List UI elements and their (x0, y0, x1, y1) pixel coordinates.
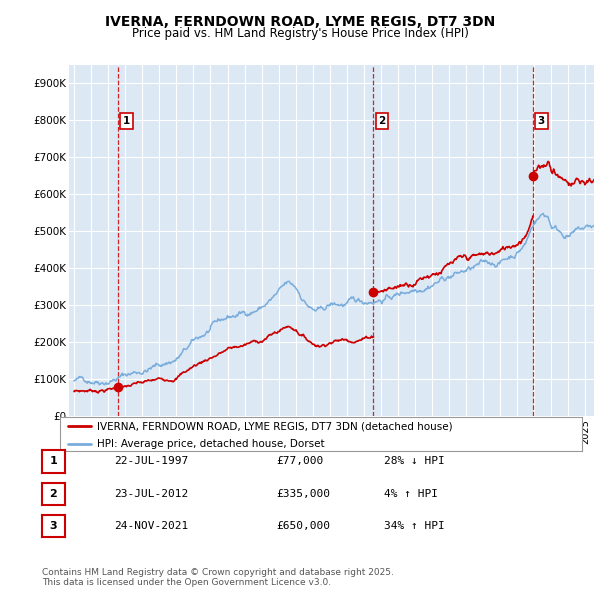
Text: 1: 1 (122, 116, 130, 126)
Text: 4% ↑ HPI: 4% ↑ HPI (384, 489, 438, 499)
Text: £77,000: £77,000 (276, 457, 323, 466)
Text: 2: 2 (50, 489, 57, 499)
Text: Price paid vs. HM Land Registry's House Price Index (HPI): Price paid vs. HM Land Registry's House … (131, 27, 469, 40)
Text: IVERNA, FERNDOWN ROAD, LYME REGIS, DT7 3DN: IVERNA, FERNDOWN ROAD, LYME REGIS, DT7 3… (105, 15, 495, 29)
Text: 34% ↑ HPI: 34% ↑ HPI (384, 522, 445, 531)
Text: 1: 1 (50, 457, 57, 466)
Text: Contains HM Land Registry data © Crown copyright and database right 2025.
This d: Contains HM Land Registry data © Crown c… (42, 568, 394, 587)
Text: £650,000: £650,000 (276, 522, 330, 531)
Text: HPI: Average price, detached house, Dorset: HPI: Average price, detached house, Dors… (97, 439, 324, 449)
Text: 28% ↓ HPI: 28% ↓ HPI (384, 457, 445, 466)
Text: 3: 3 (538, 116, 545, 126)
Text: 3: 3 (50, 522, 57, 531)
Text: 24-NOV-2021: 24-NOV-2021 (114, 522, 188, 531)
Text: IVERNA, FERNDOWN ROAD, LYME REGIS, DT7 3DN (detached house): IVERNA, FERNDOWN ROAD, LYME REGIS, DT7 3… (97, 421, 452, 431)
Text: £335,000: £335,000 (276, 489, 330, 499)
Text: 22-JUL-1997: 22-JUL-1997 (114, 457, 188, 466)
Text: 23-JUL-2012: 23-JUL-2012 (114, 489, 188, 499)
Text: 2: 2 (379, 116, 386, 126)
